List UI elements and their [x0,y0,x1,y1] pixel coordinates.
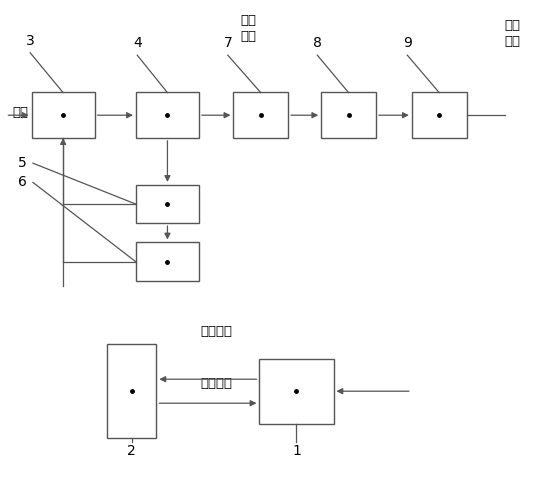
Text: 空气: 空气 [12,106,28,119]
Text: 6: 6 [18,175,26,190]
Text: 仓内空气: 仓内空气 [201,377,233,390]
Bar [233,93,288,138]
Bar [107,345,156,438]
Text: 7: 7 [223,36,232,50]
Text: 第一
空气: 第一 空气 [240,14,257,43]
Text: 8: 8 [313,36,322,50]
Bar [412,93,467,138]
Bar [136,242,199,281]
Bar [32,93,95,138]
Bar [136,185,199,223]
Bar [260,359,334,424]
Text: 1: 1 [292,444,301,458]
Text: 第三空气: 第三空气 [201,325,233,338]
Text: 9: 9 [403,36,412,50]
Bar [321,93,376,138]
Text: 第二
空气: 第二 空气 [504,19,520,48]
Text: 2: 2 [127,444,136,458]
Text: 3: 3 [26,34,35,48]
Text: 4: 4 [133,36,142,50]
Bar [136,93,199,138]
Text: 5: 5 [18,156,26,170]
